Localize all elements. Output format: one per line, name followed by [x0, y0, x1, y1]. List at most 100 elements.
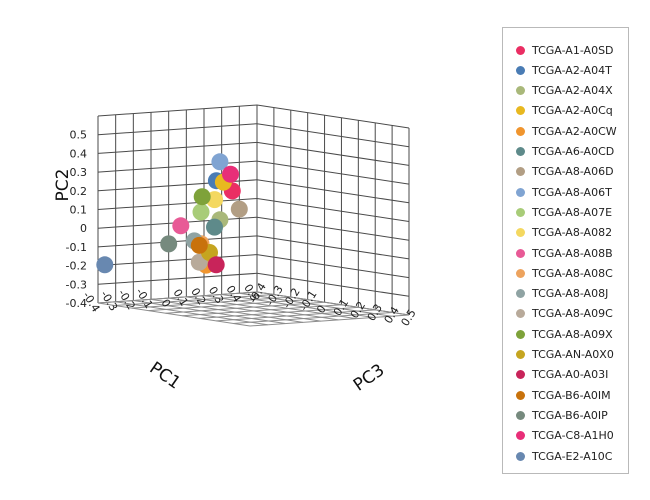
legend-label: TCGA-A8-A08B	[532, 246, 613, 260]
gridline-floor-pc3	[114, 294, 274, 307]
tick-label-pc2: 0.4	[70, 147, 88, 160]
legend-swatch	[516, 431, 525, 441]
tick-label-pc2: -0.3	[66, 278, 87, 291]
legend-swatch	[516, 228, 525, 238]
tick-label-pc2: 0.5	[70, 129, 88, 142]
legend-label: TCGA-A8-A06D	[532, 165, 614, 179]
legend-label: TCGA-A0-A03I	[532, 368, 609, 382]
legend-item: TCGA-A8-A08J	[503, 284, 608, 304]
legend-item: TCGA-A2-A04X	[503, 81, 613, 101]
grid	[97, 104, 410, 327]
legend-label: TCGA-C8-A1H0	[532, 429, 614, 443]
legend-label: TCGA-A8-A07E	[532, 205, 613, 219]
gridline-floor-pc1	[133, 300, 286, 325]
gridline-floor-pc3	[148, 299, 308, 312]
legend-swatch	[516, 65, 525, 75]
legend-swatch	[516, 167, 525, 177]
data-point-tcga-a0-a03i	[207, 256, 225, 274]
tick-label-pc2: -0.1	[66, 241, 87, 254]
gridline-floor-pc1	[221, 293, 374, 318]
gridline-floor-pc3	[182, 304, 342, 317]
data-point-tcga-a8-a09x	[193, 188, 211, 206]
axis-title-pc2: PC2	[53, 169, 73, 202]
legend-label: TCGA-B6-A0IM	[532, 388, 611, 402]
legend-label: TCGA-A8-A082	[532, 226, 613, 240]
legend-item: TCGA-A8-A082	[503, 223, 612, 243]
data-points	[96, 153, 248, 274]
legend-item: TCGA-A1-A0SD	[503, 40, 614, 60]
legend-swatch	[516, 248, 525, 258]
gridline-right-wall-horizontal	[256, 254, 410, 279]
gridline-floor-pc3	[199, 306, 359, 319]
legend-swatch	[516, 309, 525, 319]
tick-label-pc3: 0.5	[399, 307, 419, 329]
gridline-right-wall-horizontal	[256, 235, 410, 260]
data-point-tcga-c8-a1h0	[222, 165, 239, 183]
legend-swatch	[516, 390, 525, 400]
gridline-floor-pc3	[131, 296, 291, 309]
gridline-floor-pc3	[233, 311, 393, 324]
gridline-right-wall-horizontal	[256, 272, 410, 297]
data-point-tcga-b6-a0im	[190, 236, 208, 254]
legend-item: TCGA-AN-A0X0	[503, 345, 614, 365]
gridline-floor-pc3	[249, 314, 410, 327]
legend-swatch	[516, 268, 525, 278]
gridline-right-wall-horizontal	[256, 160, 410, 185]
legend-item: TCGA-A8-A06T	[503, 182, 612, 202]
gridline-floor-pc1	[115, 301, 268, 326]
legend-item: TCGA-A8-A07E	[503, 202, 612, 222]
legend-label: TCGA-A2-A04T	[532, 63, 612, 77]
legend-swatch	[516, 187, 525, 197]
legend-item: TCGA-A6-A0CD	[503, 142, 614, 162]
gridline-right-wall-horizontal	[256, 104, 410, 129]
legend-label: TCGA-A8-A06T	[532, 185, 612, 199]
tick-label-pc2: -0.4	[66, 297, 87, 310]
legend-swatch	[516, 289, 525, 299]
gridline-right-wall-horizontal	[256, 179, 410, 204]
legend-label: TCGA-A8-A08J	[532, 287, 609, 301]
gridline-right-wall-horizontal	[256, 198, 410, 222]
gridline-floor-pc1	[239, 292, 392, 317]
tick-label-pc2: 0.3	[70, 166, 88, 179]
legend-label: TCGA-AN-A0X0	[532, 348, 614, 361]
gridline-left-wall-horizontal	[97, 104, 258, 117]
legend-label: TCGA-A1-A0SD	[532, 43, 614, 57]
gridline-left-wall-horizontal	[97, 272, 258, 285]
gridline-right-wall-horizontal	[256, 216, 410, 241]
data-point-tcga-a8-a07e	[192, 203, 210, 221]
data-point-tcga-e2-a10c	[96, 256, 114, 274]
gridline-floor-pc1	[203, 295, 357, 320]
gridline-left-wall-horizontal	[97, 123, 258, 136]
tick-label-pc2: -0.2	[66, 260, 87, 273]
gridline-floor-pc1	[97, 302, 251, 327]
legend-item: TCGA-A8-A06D	[503, 162, 614, 182]
legend-swatch	[516, 147, 525, 156]
legend-swatch	[516, 45, 525, 55]
legend-label: TCGA-A2-A04X	[532, 84, 613, 98]
data-point-tcga-b6-a0ip	[160, 235, 178, 253]
gridline-left-wall-horizontal	[97, 160, 258, 173]
legend-swatch	[516, 86, 525, 96]
data-point-tcga-a8-a06t	[211, 153, 229, 171]
legend-item: TCGA-A8-A08C	[503, 263, 613, 283]
legend-label: TCGA-A2-A0Cq	[532, 104, 613, 118]
tick-label-pc2: 0.2	[70, 185, 88, 198]
gridline-floor-pc1	[256, 291, 410, 316]
legend-swatch	[516, 451, 525, 461]
legend-label: TCGA-B6-A0IP	[532, 408, 608, 422]
legend-item: TCGA-A2-A04T	[503, 60, 612, 80]
gridline-left-wall-horizontal	[97, 254, 258, 267]
legend-item: TCGA-A8-A09C	[503, 304, 613, 324]
legend-label: TCGA-A8-A09C	[532, 307, 613, 321]
legend-label: TCGA-A8-A09X	[532, 327, 613, 341]
legend-item: TCGA-B6-A0IP	[503, 405, 608, 425]
legend-item: TCGA-E2-A10C	[503, 446, 612, 466]
legend-item: TCGA-A2-A0Cq	[503, 101, 613, 121]
tick-label-pc2: 0.1	[70, 204, 88, 217]
gridline-right-wall-horizontal	[256, 141, 410, 166]
gridline-floor-pc1	[150, 298, 304, 323]
legend-swatch	[516, 410, 525, 420]
legend-item: TCGA-A8-A08B	[503, 243, 613, 263]
legend-swatch	[516, 350, 525, 359]
